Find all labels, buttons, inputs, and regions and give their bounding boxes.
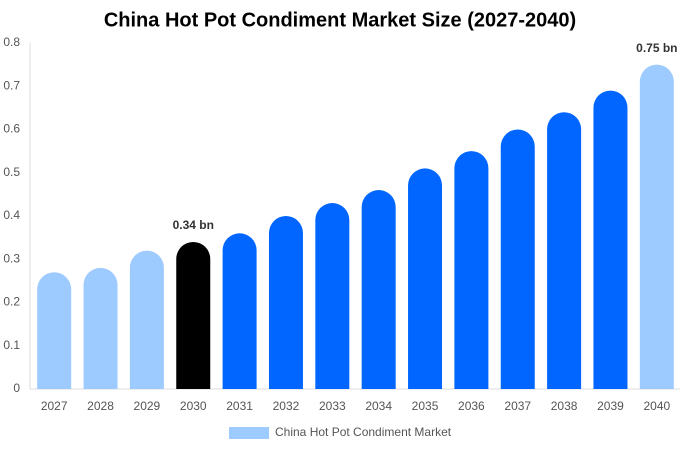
x-tick-label: 2027 xyxy=(41,399,68,413)
bar xyxy=(37,272,72,389)
x-tick-label: 2028 xyxy=(87,399,114,413)
bar xyxy=(639,64,674,389)
y-tick-label: 0.2 xyxy=(3,295,20,309)
bar xyxy=(315,203,350,389)
bar xyxy=(408,168,443,389)
y-tick-label: 0.6 xyxy=(3,122,20,136)
bar xyxy=(268,216,303,389)
y-tick-label: 0.1 xyxy=(3,338,20,352)
bar xyxy=(222,233,257,389)
x-tick-label: 2037 xyxy=(504,399,531,413)
y-tick-label: 0.3 xyxy=(3,251,20,265)
bar xyxy=(129,250,164,389)
legend-swatch xyxy=(229,427,269,439)
x-tick-label: 2040 xyxy=(643,399,670,413)
x-tick-label: 2030 xyxy=(180,399,207,413)
y-tick-label: 0.4 xyxy=(3,208,20,222)
bar xyxy=(83,267,118,389)
x-tick-label: 2038 xyxy=(551,399,578,413)
y-tick-label: 0.7 xyxy=(3,78,20,92)
legend-label: China Hot Pot Condiment Market xyxy=(275,425,452,439)
chart-title: China Hot Pot Condiment Market Size (202… xyxy=(104,9,576,31)
bar xyxy=(361,190,396,389)
data-label: 0.75 bn xyxy=(636,41,677,55)
data-label: 0.34 bn xyxy=(173,218,214,232)
bar xyxy=(176,241,211,389)
bar xyxy=(454,151,489,389)
x-tick-label: 2035 xyxy=(412,399,439,413)
x-tick-label: 2031 xyxy=(226,399,253,413)
x-tick-label: 2033 xyxy=(319,399,346,413)
bar xyxy=(547,112,582,389)
y-tick-label: 0.5 xyxy=(3,165,20,179)
bar xyxy=(500,129,535,389)
y-tick-label: 0.8 xyxy=(3,35,20,49)
y-tick-label: 0 xyxy=(13,381,20,395)
bar xyxy=(593,90,628,389)
x-tick-label: 2039 xyxy=(597,399,624,413)
x-tick-label: 2034 xyxy=(365,399,392,413)
x-tick-label: 2036 xyxy=(458,399,485,413)
x-tick-label: 2029 xyxy=(134,399,161,413)
x-tick-label: 2032 xyxy=(273,399,300,413)
